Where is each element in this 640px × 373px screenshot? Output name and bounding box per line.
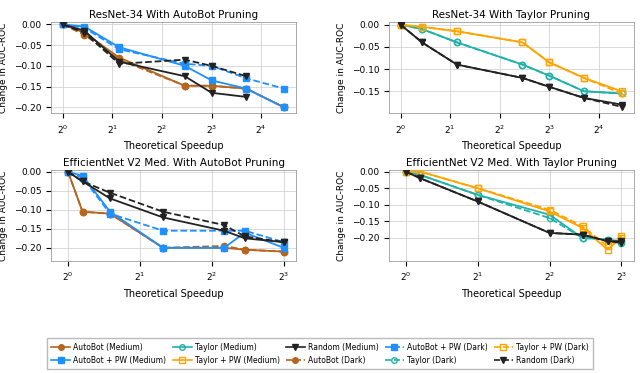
Title: ResNet-34 With AutoBot Pruning: ResNet-34 With AutoBot Pruning	[89, 10, 258, 20]
X-axis label: Theoretical Speedup: Theoretical Speedup	[461, 289, 561, 299]
Title: EfficientNet V2 Med. With AutoBot Pruning: EfficientNet V2 Med. With AutoBot Prunin…	[63, 158, 285, 168]
Title: ResNet-34 With Taylor Pruning: ResNet-34 With Taylor Pruning	[432, 10, 590, 20]
Y-axis label: Change in AUC-ROC: Change in AUC-ROC	[0, 170, 8, 261]
X-axis label: Theoretical Speedup: Theoretical Speedup	[461, 141, 561, 151]
Title: EfficientNet V2 Med. With Taylor Pruning: EfficientNet V2 Med. With Taylor Pruning	[406, 158, 617, 168]
Legend: AutoBot (Medium), AutoBot + PW (Medium), Taylor (Medium), Taylor + PW (Medium), : AutoBot (Medium), AutoBot + PW (Medium),…	[47, 338, 593, 369]
X-axis label: Theoretical Speedup: Theoretical Speedup	[124, 289, 224, 299]
X-axis label: Theoretical Speedup: Theoretical Speedup	[124, 141, 224, 151]
Y-axis label: Change in AUC-ROC: Change in AUC-ROC	[337, 170, 346, 261]
Y-axis label: Change in AUC-ROC: Change in AUC-ROC	[337, 23, 346, 113]
Y-axis label: Change in AUC-ROC: Change in AUC-ROC	[0, 23, 8, 113]
